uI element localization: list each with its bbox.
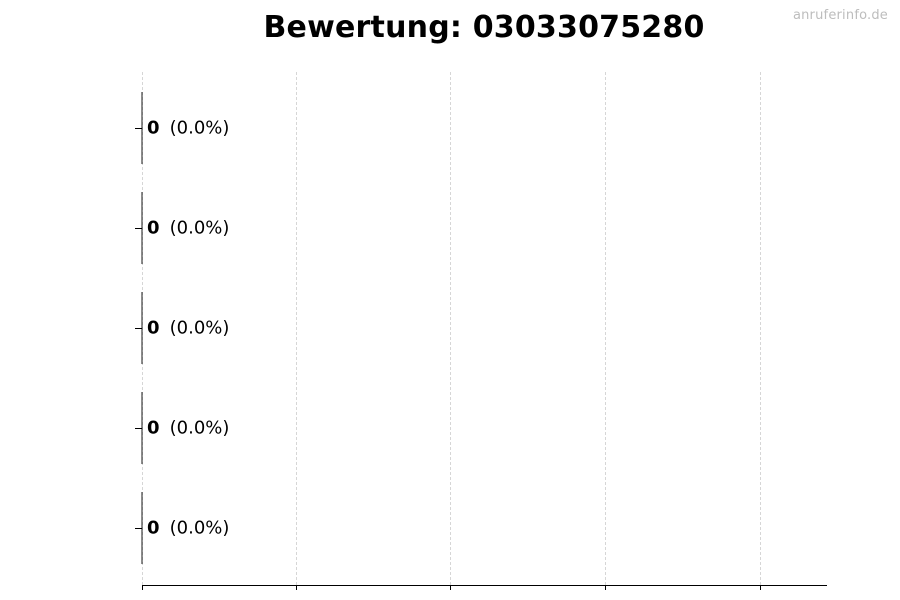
x-axis-line [142,585,827,586]
value-percent-sicher: (0.0%) [169,217,230,239]
bar-nuetzlich [141,92,143,164]
y-tick-2 [135,228,142,229]
gridline-vertical-2 [296,72,298,585]
bar-neutral [141,292,143,364]
x-tick-3 [450,585,451,590]
value-count-nuetzlich: 0 [147,117,160,139]
y-tick-4 [135,428,142,429]
gridline-vertical-1 [142,72,144,585]
site-watermark: anruferinfo.de [792,8,888,23]
data-label-nuetzlich: 0 (0.0%) [147,118,229,139]
chart-title: Bewertung: 03033075280 [263,10,705,45]
value-count-sicher: 0 [147,217,160,239]
value-count-belaestigend: 0 [147,417,160,439]
value-percent-neutral: (0.0%) [169,317,230,339]
plot-area [142,72,826,585]
data-label-sicher: 0 (0.0%) [147,218,229,239]
x-tick-5 [760,585,761,590]
bar-belaestigend [141,392,143,464]
data-label-gefaehrlich: 0 (0.0%) [147,518,229,539]
x-tick-4 [605,585,606,590]
value-count-neutral: 0 [147,317,160,339]
x-tick-2 [296,585,297,590]
value-percent-nuetzlich: (0.0%) [169,117,230,139]
bar-gefaehrlich [141,492,143,564]
y-tick-1 [135,128,142,129]
x-tick-1 [142,585,143,590]
data-label-neutral: 0 (0.0%) [147,318,229,339]
value-percent-belaestigend: (0.0%) [169,417,230,439]
y-tick-5 [135,528,142,529]
value-percent-gefaehrlich: (0.0%) [169,517,230,539]
gridline-vertical-5 [760,72,762,585]
value-count-gefaehrlich: 0 [147,517,160,539]
bar-sicher [141,192,143,264]
data-label-belaestigend: 0 (0.0%) [147,418,229,439]
y-tick-3 [135,328,142,329]
gridline-vertical-3 [450,72,452,585]
gridline-vertical-4 [605,72,607,585]
